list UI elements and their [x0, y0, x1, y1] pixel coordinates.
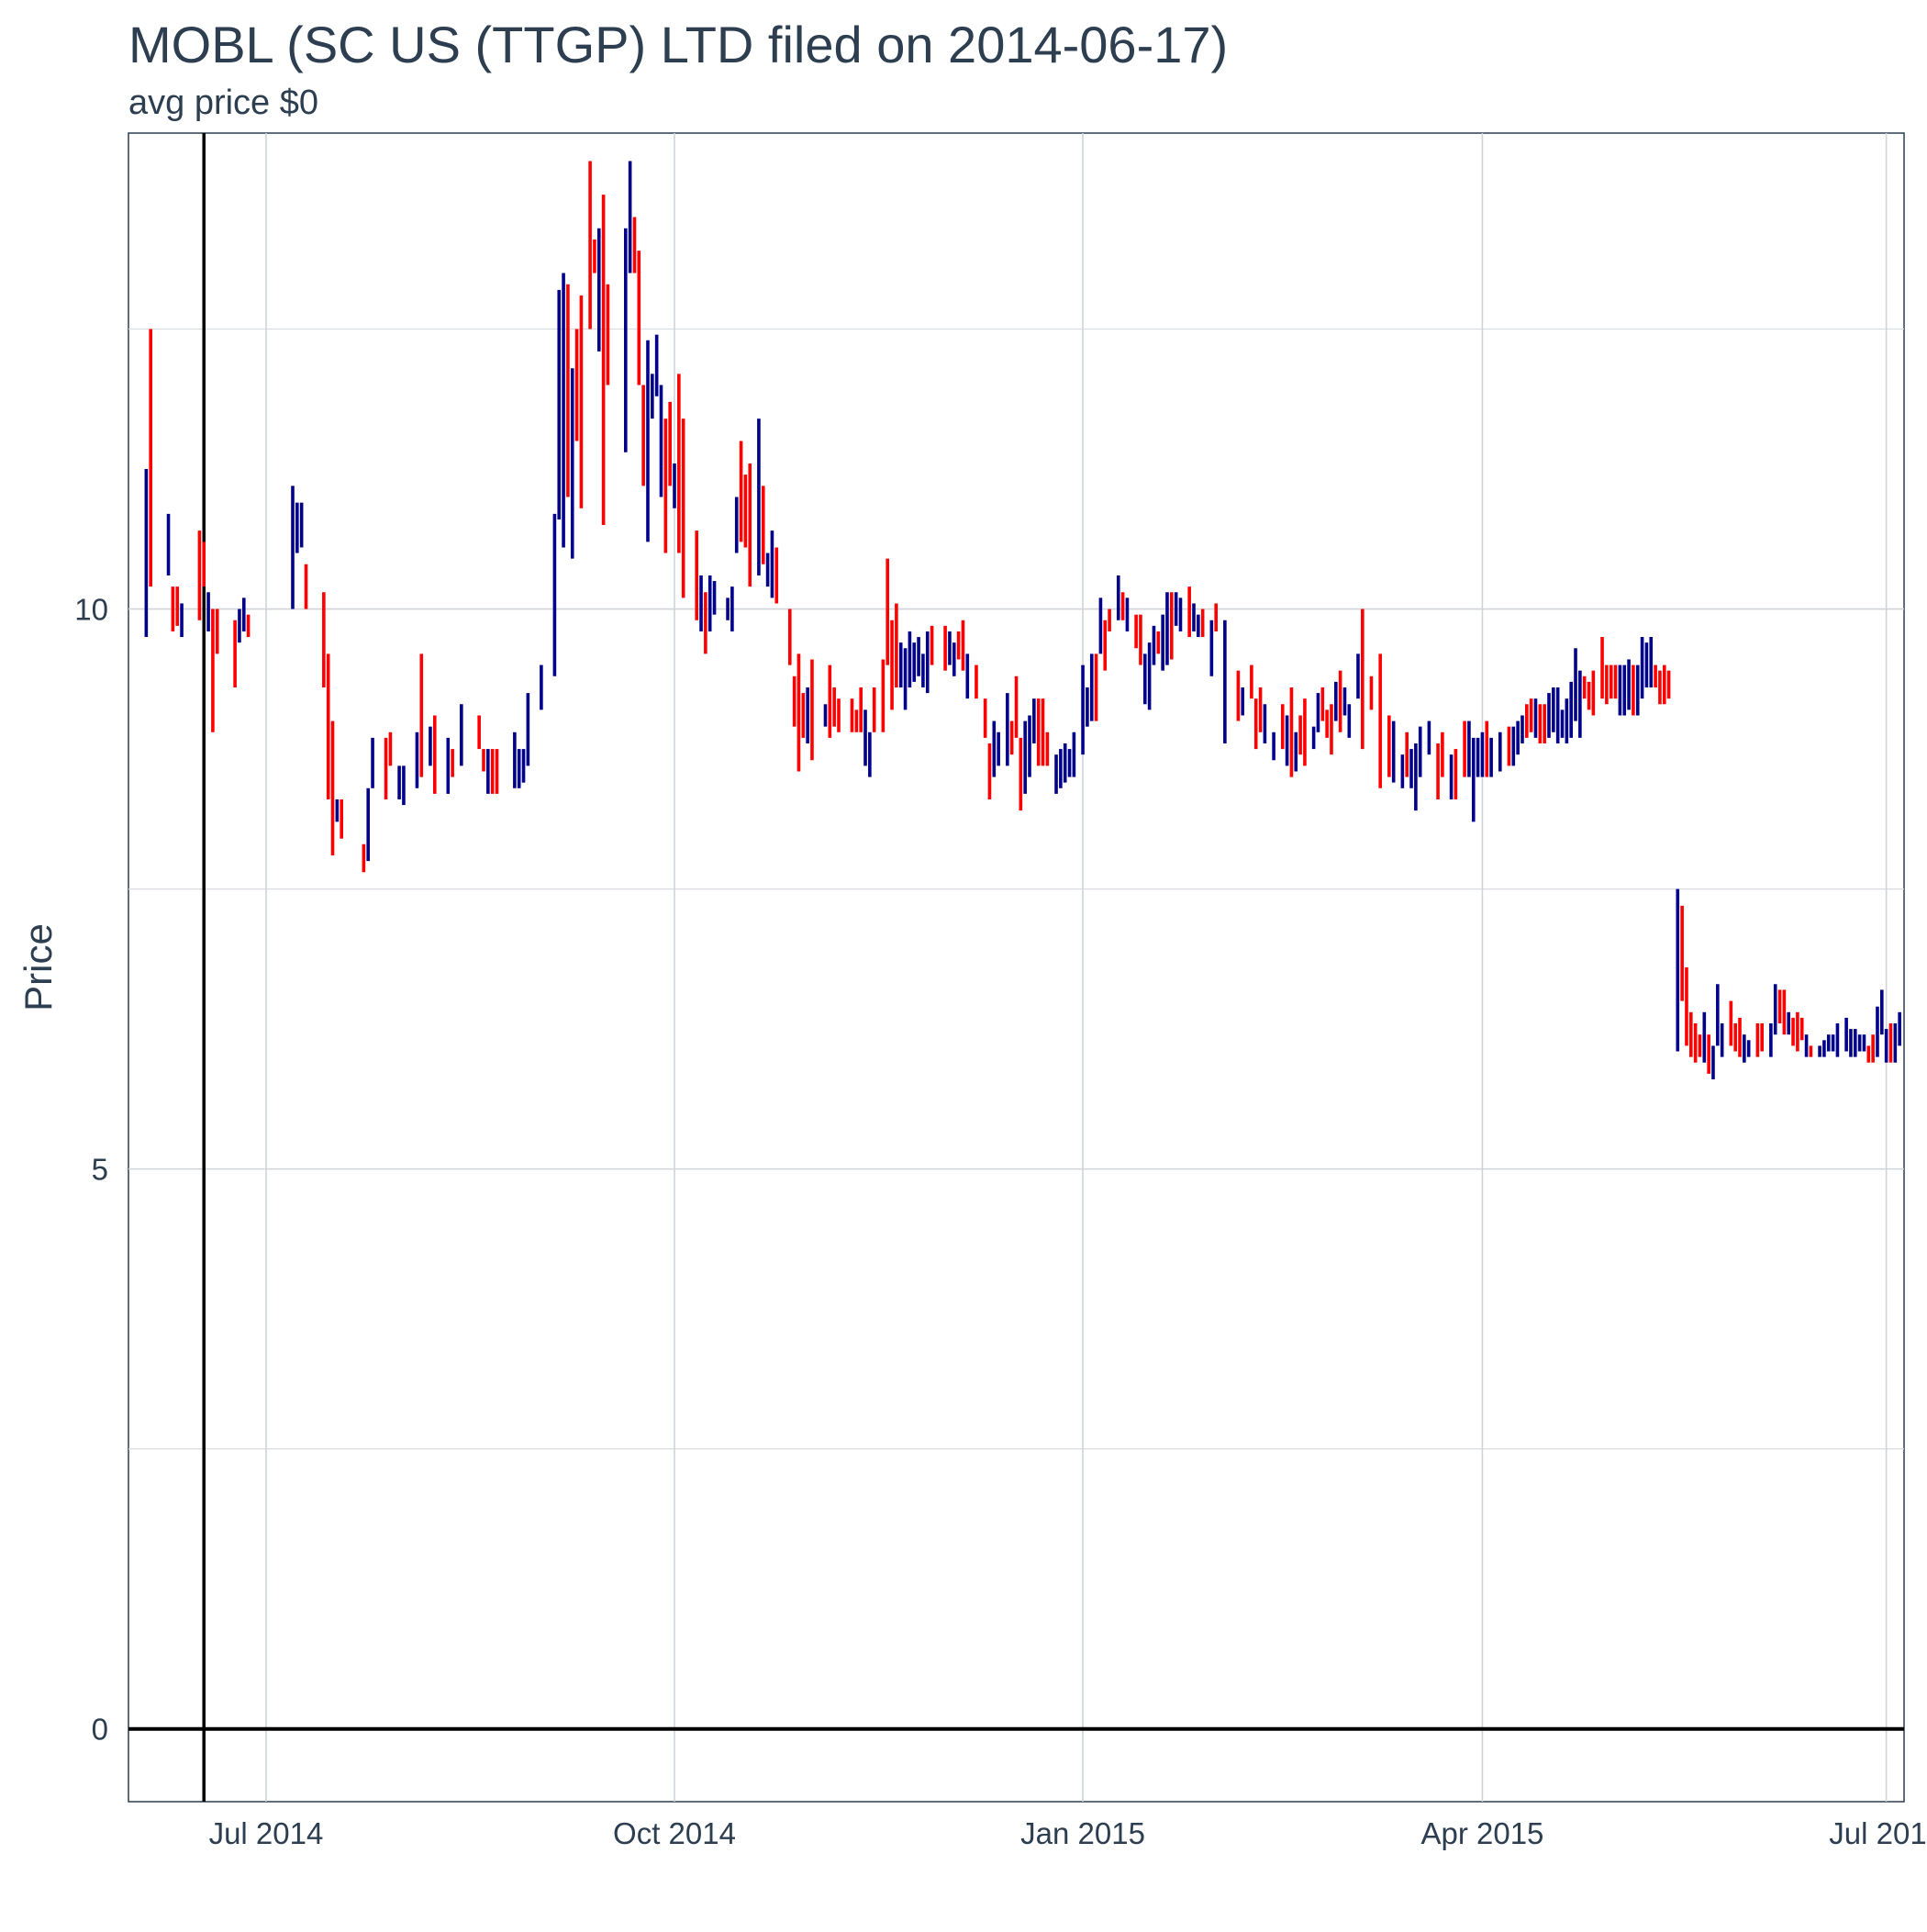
tick-labels: 0 5 10 Jul 2014 Oct 2014 Jan 2015 Apr 2015 Jul …: [74, 593, 1927, 1850]
x-tick-label: Jul 2015: [1829, 1816, 1927, 1850]
x-tick-label: Jul 2014: [209, 1816, 324, 1850]
x-tick-label: Apr 2015: [1420, 1816, 1543, 1850]
y-tick-label: 10: [74, 593, 108, 627]
ohlc-bars: [144, 161, 1901, 1080]
plot-panel: [128, 132, 1905, 1803]
y-tick-label: 0: [92, 1713, 108, 1747]
y-axis-title: Price: [17, 923, 60, 1011]
reference-lines: [128, 133, 1904, 1802]
x-tick-label: Jan 2015: [1020, 1816, 1145, 1850]
chart-subtitle: avg price $0: [128, 84, 318, 122]
chart-title: MOBL (SC US (TTGP) LTD filed on 2014-06-…: [128, 16, 1228, 73]
y-tick-label: 5: [92, 1153, 108, 1187]
x-tick-label: Oct 2014: [613, 1816, 736, 1850]
